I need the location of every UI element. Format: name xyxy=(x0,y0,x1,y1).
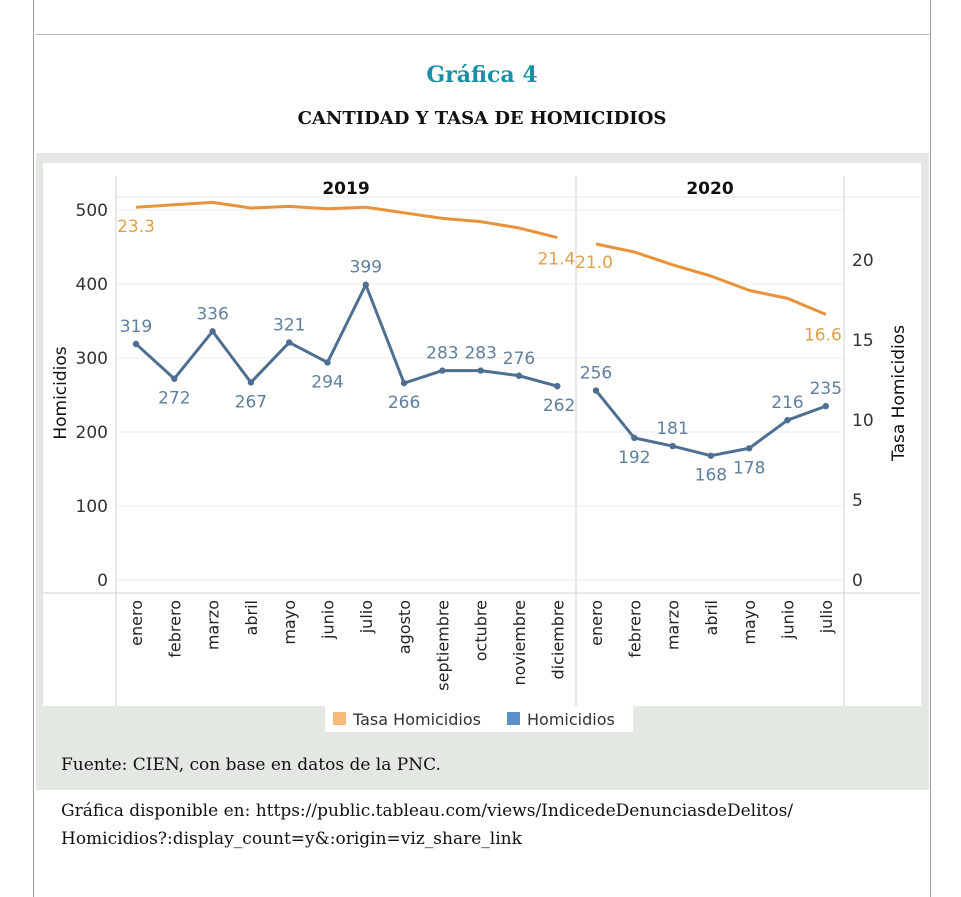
homicidios-point xyxy=(132,340,140,348)
figure-title: CANTIDAD Y TASA DE HOMICIDIOS xyxy=(297,108,667,129)
homicidios-point xyxy=(247,379,255,386)
homicidios-point xyxy=(171,375,178,382)
x-tick-label: septiembre xyxy=(433,600,452,691)
homicidios-data-label: 256 xyxy=(580,364,612,384)
x-tick-label: julio xyxy=(357,600,376,634)
source-note: Fuente: CIEN, con base en datos de la PN… xyxy=(61,755,441,775)
homicidios-point xyxy=(477,367,484,374)
x-tick-label: enero xyxy=(127,600,146,646)
homicidios-point xyxy=(631,434,638,442)
y-left-tick-label: 0 xyxy=(97,571,108,591)
y-left-axis-label: Homicidios xyxy=(51,346,71,439)
homicidios-data-label: 276 xyxy=(503,349,535,369)
x-tick-label: enero xyxy=(587,600,606,646)
homicidios-data-label: 181 xyxy=(656,419,688,439)
homicidios-data-label: 235 xyxy=(810,379,842,399)
x-tick-label: junio xyxy=(779,600,798,640)
tasa-line xyxy=(595,242,827,316)
x-tick-label: abril xyxy=(242,600,261,635)
tasa-data-label: 21.4 xyxy=(537,250,575,270)
x-tick-label: diciembre xyxy=(548,600,567,680)
homicidios-point xyxy=(515,372,523,379)
homicidios-data-label: 266 xyxy=(388,393,420,413)
panel-header: 2019 xyxy=(322,179,369,199)
homicidios-data-label: 319 xyxy=(120,317,152,337)
legend xyxy=(325,706,633,732)
homicidios-point xyxy=(554,382,561,390)
tasa-data-label: 21.0 xyxy=(575,253,613,273)
y-left-tick-label: 200 xyxy=(76,423,108,443)
homicidios-data-label: 283 xyxy=(426,344,458,364)
homicidios-data-label: 272 xyxy=(158,389,190,409)
availability-line-1: Gráfica disponible en: https://public.ta… xyxy=(61,801,794,821)
x-tick-label: mayo xyxy=(280,600,299,645)
homicidios-data-label: 192 xyxy=(618,448,650,468)
homicidios-line xyxy=(134,283,558,388)
page-border-left xyxy=(33,0,34,897)
tasa-line xyxy=(135,200,558,240)
homicidios-point xyxy=(746,445,753,452)
homicidios-data-label: 294 xyxy=(311,372,343,392)
y-left-tick-label: 100 xyxy=(76,497,108,517)
homicidios-data-label: 267 xyxy=(235,392,267,412)
y-left-tick-label: 300 xyxy=(76,349,108,369)
legend-label-homicidios: Homicidios xyxy=(527,710,615,729)
legend-swatch-homicidios xyxy=(507,712,520,725)
x-tick-label: febrero xyxy=(165,600,184,658)
panel-header: 2020 xyxy=(686,179,733,199)
homicidios-data-label: 216 xyxy=(771,393,803,413)
y-right-tick-label: 15 xyxy=(852,331,874,351)
y-left-tick-label: 400 xyxy=(76,275,108,295)
homicidios-data-label: 336 xyxy=(196,304,228,324)
x-tick-label: marzo xyxy=(664,600,683,650)
homicidios-point xyxy=(324,359,331,366)
x-tick-label: noviembre xyxy=(510,600,529,686)
x-tick-label: octubre xyxy=(472,600,491,661)
page-border-right xyxy=(930,0,931,897)
x-tick-label: julio xyxy=(817,600,836,634)
y-right-tick-label: 0 xyxy=(852,571,863,591)
homicidios-data-label: 283 xyxy=(464,344,496,364)
homicidios-point xyxy=(209,328,216,335)
homicidios-data-label: 399 xyxy=(350,258,382,278)
availability-note: Gráfica disponible en: https://public.ta… xyxy=(61,797,921,853)
homicidios-point xyxy=(707,452,715,459)
divider xyxy=(36,34,929,35)
x-tick-label: marzo xyxy=(204,600,223,650)
y-left-tick-label: 500 xyxy=(76,201,108,221)
y-right-tick-label: 10 xyxy=(852,411,874,431)
x-tick-label: agosto xyxy=(395,600,414,654)
tasa-data-label: 23.3 xyxy=(117,217,155,237)
homicidios-point xyxy=(822,402,829,410)
homicidios-data-label: 168 xyxy=(695,466,727,486)
tasa-data-label: 16.6 xyxy=(804,325,842,345)
y-right-axis-label: Tasa Homicidios xyxy=(889,325,909,462)
plot-area xyxy=(43,163,921,706)
y-right-tick-label: 20 xyxy=(852,251,874,271)
homicidios-point xyxy=(286,339,293,346)
figure-number: Gráfica 4 xyxy=(426,62,538,88)
homicidios-data-label: 178 xyxy=(733,458,765,478)
legend-label-tasa: Tasa Homicidios xyxy=(352,710,481,729)
homicidios-point xyxy=(439,367,446,374)
homicidios-point xyxy=(362,281,369,288)
availability-line-2: Homicidios?:display_count=y&:origin=viz_… xyxy=(61,829,522,849)
homicidios-data-label: 321 xyxy=(273,315,305,335)
x-tick-label: febrero xyxy=(625,600,644,658)
homicidios-point xyxy=(784,416,791,424)
homicidios-point xyxy=(400,379,408,387)
homicidios-point xyxy=(592,387,600,394)
x-tick-label: mayo xyxy=(740,600,759,645)
y-right-tick-label: 5 xyxy=(852,491,863,511)
homicidios-point xyxy=(669,442,676,450)
x-tick-label: abril xyxy=(702,600,721,635)
legend-swatch-tasa xyxy=(333,712,346,725)
homicidios-data-label: 262 xyxy=(543,396,575,416)
x-tick-label: junio xyxy=(319,600,338,640)
